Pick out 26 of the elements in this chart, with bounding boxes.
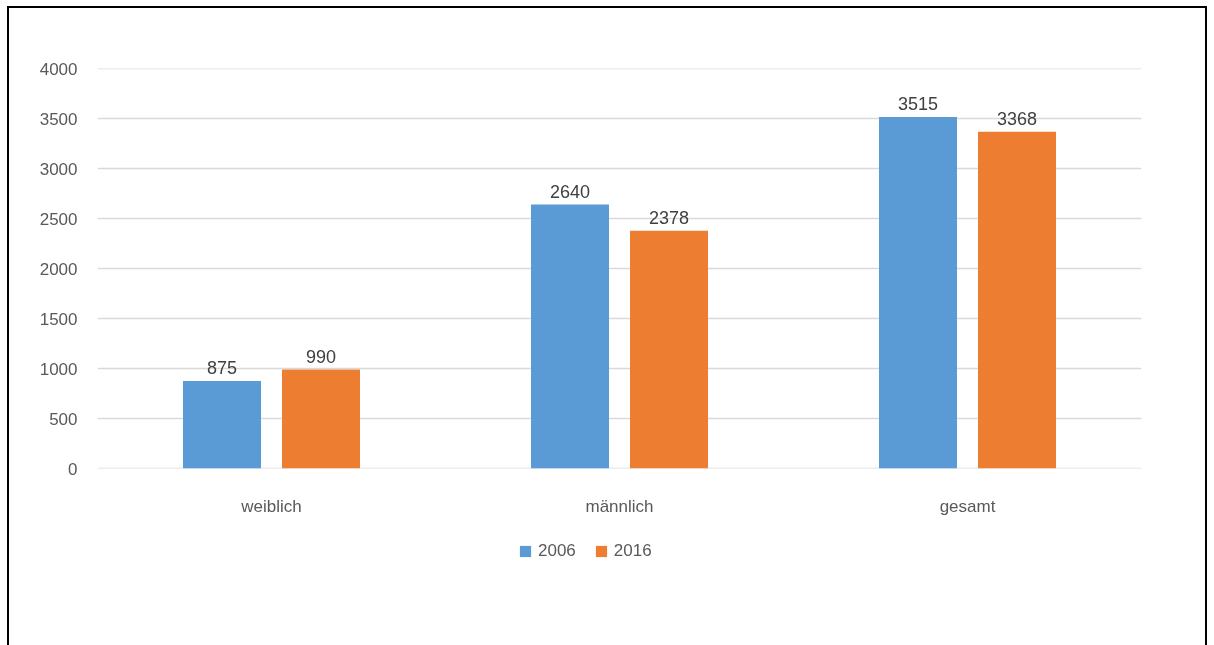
x-tick-label: gesamt [939, 496, 996, 516]
data-label: 990 [305, 346, 337, 367]
y-tick-label: 2000 [39, 259, 78, 279]
legend-label: 2016 [613, 541, 652, 561]
y-tick-label: 0 [68, 459, 78, 479]
bar [978, 131, 1056, 469]
bar [531, 204, 609, 469]
data-label: 2378 [648, 207, 690, 228]
legend-label: 2006 [538, 541, 576, 561]
bar [630, 230, 708, 469]
y-tick-label: 1500 [39, 309, 78, 329]
y-tick-label: 1000 [39, 359, 78, 379]
y-tick-label: 3000 [39, 159, 78, 179]
x-tick-label: weiblich [240, 496, 302, 516]
bar [183, 381, 261, 469]
bar [282, 369, 360, 469]
bar [879, 117, 957, 469]
y-tick-label: 3500 [39, 109, 78, 129]
y-tick-label: 2500 [39, 209, 78, 229]
x-tick-label: männlich [585, 496, 654, 516]
data-label: 3515 [897, 94, 939, 114]
data-label: 3368 [996, 108, 1038, 129]
data-label: 875 [206, 358, 238, 378]
y-tick-label: 500 [49, 409, 78, 429]
data-label: 2640 [549, 181, 591, 202]
y-tick-label: 4000 [39, 59, 78, 79]
